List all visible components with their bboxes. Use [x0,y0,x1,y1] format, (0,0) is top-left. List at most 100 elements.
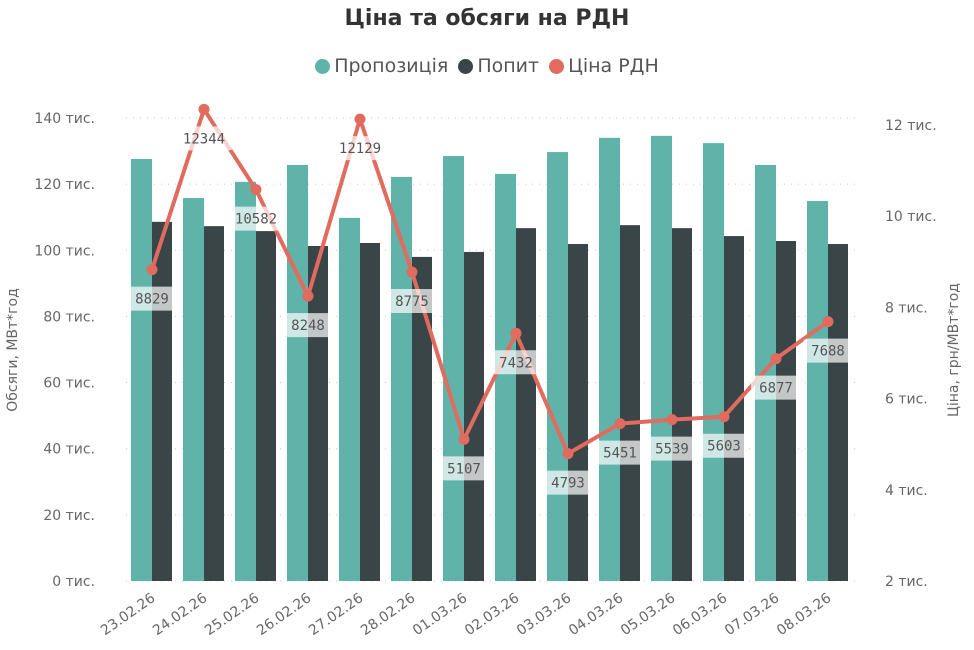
bar-supply [807,201,828,582]
price-point [822,316,834,328]
price-point [510,327,522,339]
price-point [302,290,314,302]
bar-supply [235,181,256,581]
data-label-bg [543,470,593,495]
bar-supply [183,198,204,582]
bar-supply [495,173,516,581]
data-label: 10582 [235,212,277,228]
data-label-bg [491,350,541,375]
price-point [666,414,678,426]
data-label: 8248 [291,318,325,334]
data-label: 12344 [183,131,225,147]
price-point [354,113,366,125]
legend-item-price[interactable]: Ціна РДН [549,55,659,77]
bar-demand [568,244,588,581]
bar-supply [339,217,360,581]
legend-label: Ціна РДН [568,55,659,77]
data-label: 7432 [499,355,533,371]
x-tick-label: 06.03.26 [670,590,730,639]
bar-supply [391,176,412,582]
x-tick-label: 04.03.26 [566,590,626,639]
data-label: 5539 [655,442,689,458]
bar-supply [131,159,152,581]
chart-title: Ціна та обсяги на РДН [344,6,630,31]
bar-supply [703,143,724,582]
x-tick-label: 25.02.26 [202,590,262,639]
x-tick-label: 02.03.26 [462,590,522,639]
y-tick-label: 80 тис. [43,309,95,325]
price-point [146,264,158,276]
legend-marker [549,58,565,74]
y-right-tick-label: 12 тис. [885,118,937,134]
price-point [718,411,730,423]
legend-label: Попит [477,55,540,77]
y-tick-label: 40 тис. [43,442,95,458]
y-tick-label: 140 тис. [34,111,95,127]
y-tick-label: 60 тис. [43,376,95,392]
data-label-bg [127,286,177,311]
bar-demand [776,241,796,582]
data-label: 4793 [551,476,585,492]
data-label-bg [330,136,390,161]
x-tick-label: 24.02.26 [150,590,210,639]
x-tick-label: 05.03.26 [618,590,678,639]
y-right-axis-title: Ціна, грн/МВт*год [946,283,962,417]
legend-label: Пропозиція [334,55,449,77]
y-tick-label: 0 тис. [52,574,95,590]
data-label: 5603 [707,439,741,455]
legend: Пропозиція Попит Ціна РДН [0,55,974,77]
bar-demand [152,221,172,581]
data-label: 7688 [811,344,845,360]
bar-demand [620,225,640,581]
y-tick-label: 120 тис. [34,177,95,193]
y-axis-title: Обсяги, МВт*год [5,288,21,412]
data-label-bg [647,436,697,461]
bar-demand [412,256,432,581]
price-point [614,418,626,430]
data-label: 12129 [339,141,381,157]
legend-item-demand[interactable]: Попит [458,55,539,77]
bar-supply [547,152,568,581]
x-tick-label: 27.02.26 [306,590,366,639]
bar-demand [828,244,848,581]
y-right-tick-label: 6 тис. [885,392,928,408]
data-label-bg [439,456,489,481]
x-tick-label: 26.02.26 [254,590,314,639]
legend-item-supply[interactable]: Пропозиція [315,55,448,77]
y-right-tick-label: 4 тис. [885,483,928,499]
price-point [770,353,782,365]
bar-demand [360,243,380,581]
price-point [250,184,262,196]
price-point [458,433,470,445]
legend-marker [458,58,474,74]
bar-demand [204,226,224,582]
price-point [562,448,574,460]
bar-supply [287,164,308,581]
data-label-bg [283,313,333,338]
bar-supply [443,156,464,581]
x-tick-label: 07.03.26 [722,590,782,639]
bar-demand [256,231,276,581]
y-tick-label: 100 тис. [34,243,95,259]
data-label-bg [595,440,645,465]
y-right-tick-label: 2 тис. [885,574,928,590]
y-tick-label: 20 тис. [43,508,95,524]
bar-supply [599,137,620,582]
data-label-bg [226,206,286,231]
data-label: 8775 [395,294,429,310]
data-label-bg [174,126,234,151]
data-label: 6877 [759,381,793,397]
legend-marker [315,58,331,74]
bar-demand [516,228,536,581]
bar-supply [651,135,672,581]
x-tick-label: 08.03.26 [774,590,834,639]
data-label-bg [803,338,853,363]
bar-demand [672,228,692,581]
y-right-tick-label: 8 тис. [885,300,928,316]
data-label: 8829 [135,292,169,308]
x-tick-label: 23.02.26 [98,590,158,639]
data-label: 5107 [447,461,481,477]
bar-demand [724,236,744,581]
x-tick-label: 28.02.26 [358,590,418,639]
